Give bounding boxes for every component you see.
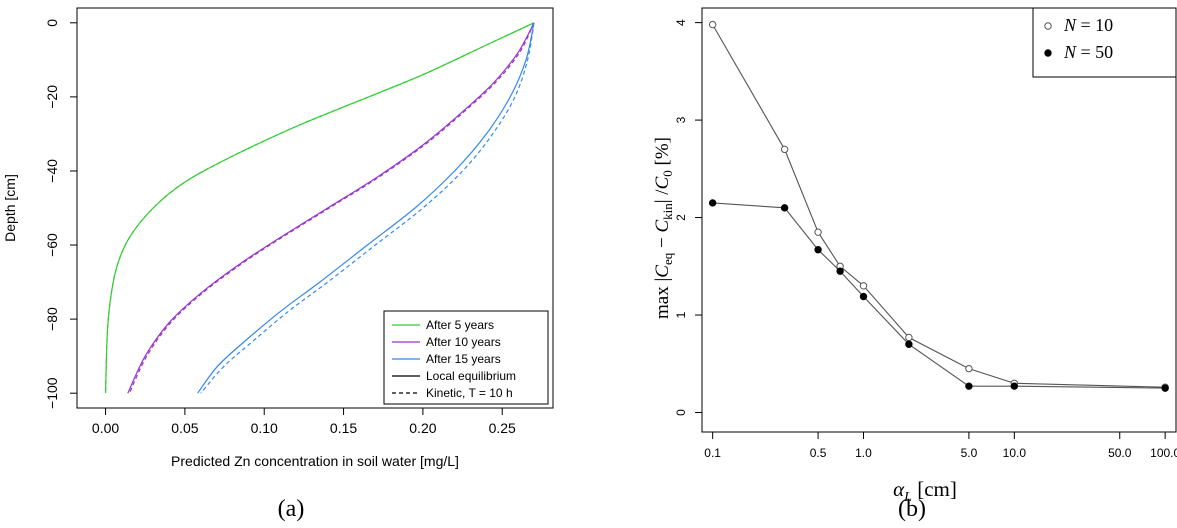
data-point-b-n50 xyxy=(859,292,868,301)
series-line-a-3-kinetic xyxy=(128,22,535,394)
data-point-b-n10 xyxy=(905,333,913,342)
y-label-max: max xyxy=(652,286,673,319)
y-axis-label-b: max |Ceq − Ckin| /C0 [%] xyxy=(652,137,675,319)
x-tick-label-a: 0.10 xyxy=(251,420,278,436)
x-tick-label-a: 0.20 xyxy=(409,420,436,436)
x-tick-label-b: 1.0 xyxy=(855,446,872,460)
legend-a: After 5 years After 10 years After 15 year… xyxy=(383,310,549,405)
x-tick-label-a: 0.25 xyxy=(489,420,516,436)
legend-marker-b xyxy=(1044,49,1052,57)
y-tick-label-b: 4 xyxy=(674,19,688,26)
data-point-b-n50 xyxy=(1010,382,1019,390)
legend-box-a xyxy=(383,310,549,405)
legend-label-a: Local equilibrium xyxy=(426,369,516,383)
x-tick-label-b: 10.0 xyxy=(1003,446,1027,460)
data-point-b-n50 xyxy=(965,382,973,390)
series-points-b xyxy=(708,20,1169,392)
series-line-a-2-equilibrium xyxy=(127,22,535,394)
data-point-b-n50 xyxy=(708,199,717,207)
legend-label-a: After 10 years xyxy=(426,335,501,349)
x-tick-label-a: 0.00 xyxy=(92,420,119,436)
y-tick-label-a: −80 xyxy=(44,307,60,331)
x-tick-label-b: 0.1 xyxy=(704,446,721,460)
data-point-b-n10 xyxy=(814,228,822,236)
series-line-b-n50 xyxy=(712,202,1166,389)
series-line-a-1-kinetic xyxy=(105,22,535,394)
legend-label-b: N = 10 xyxy=(1063,15,1113,35)
y-label-c1: C xyxy=(652,265,673,278)
x-label-alpha: α xyxy=(893,477,905,501)
x-tick-label-b: 100.0 xyxy=(1150,446,1177,460)
x-tick-label-b: 50.0 xyxy=(1108,446,1132,460)
legend-label-a: After 15 years xyxy=(426,352,501,366)
legend-label-var: N xyxy=(1063,15,1077,35)
chart-a: 0.00 0.05 0.10 0.15 0.20 0.25 0 −20 −40 −60 −80 −1… xyxy=(2,7,554,522)
x-tick-label-a: 0.05 xyxy=(171,420,198,436)
y-tick-label-b: 1 xyxy=(674,311,688,318)
legend-box-b xyxy=(1032,7,1177,78)
x-tick-label-a: 0.15 xyxy=(330,420,357,436)
plot-frame-a xyxy=(76,7,554,409)
data-point-b-n50 xyxy=(1161,384,1169,392)
legend-b: N = 10N = 50 xyxy=(1032,7,1177,78)
x-axis-label-b: αL [cm] xyxy=(893,477,957,505)
y-tick-label-b: 0 xyxy=(674,409,688,416)
y-label-s2: kin xyxy=(660,203,675,220)
legend-label-a: After 5 years xyxy=(426,318,494,332)
x-tick-label-b: 5.0 xyxy=(961,446,978,460)
y-label-c3: C xyxy=(652,176,673,189)
y-tick-label-a: −60 xyxy=(44,233,60,257)
y-axis-label-a: Depth [cm] xyxy=(2,174,18,242)
y-label-unit: [%] xyxy=(652,137,673,170)
data-point-b-n50 xyxy=(814,246,822,254)
y-label-c2: C xyxy=(652,220,673,233)
x-label-sub: L xyxy=(903,490,912,505)
y-tick-label-b: 3 xyxy=(674,116,688,123)
series-line-a-4-equilibrium xyxy=(197,22,535,394)
y-axis-b: 0 1 2 3 4 xyxy=(674,19,702,416)
panel-label-a: (a) xyxy=(278,496,305,522)
data-point-b-n50 xyxy=(836,267,844,275)
y-tick-label-a: −100 xyxy=(44,377,60,409)
data-point-b-n10 xyxy=(780,145,789,154)
legend-label-value: = 10 xyxy=(1076,15,1113,35)
x-axis-a: 0.00 0.05 0.10 0.15 0.20 0.25 xyxy=(92,408,516,436)
y-label-s3: 0 xyxy=(660,170,675,177)
x-axis-b: 0.1 0.5 1.0 5.0 10.0 50.0 100.0 xyxy=(704,432,1177,460)
legend-label-b: N = 50 xyxy=(1063,42,1113,62)
y-tick-label-a: −20 xyxy=(44,85,60,109)
series-lines-b xyxy=(712,24,1166,389)
legend-label-value: = 50 xyxy=(1076,42,1113,62)
x-label-unit: [cm] xyxy=(912,477,957,501)
data-point-b-n50 xyxy=(905,340,913,348)
y-tick-label-a: 0 xyxy=(44,19,60,27)
data-point-b-n50 xyxy=(780,204,789,212)
y-label-slash: / xyxy=(652,189,673,200)
data-point-b-n10 xyxy=(708,20,717,29)
series-line-a-5-kinetic xyxy=(200,22,535,394)
x-tick-label-b: 0.5 xyxy=(810,446,827,460)
plot-frame-b xyxy=(701,7,1177,433)
series-lines-a xyxy=(105,22,535,394)
legend-marker-b xyxy=(1044,22,1052,30)
legend-label-a: Kinetic, T = 10 h xyxy=(426,386,513,400)
series-line-b-n10 xyxy=(712,24,1166,388)
y-tick-label-b: 2 xyxy=(674,214,688,221)
svg-text:max |Ceq − Ckin| /C0 [%]: max |Ceq − Ckin| /C0 [%] xyxy=(652,137,675,319)
y-axis-a: 0 −20 −40 −60 −80 −100 xyxy=(44,19,77,409)
panel-label-b: (b) xyxy=(898,496,926,522)
y-label-minus: − xyxy=(652,233,673,253)
y-label-s1: eq xyxy=(660,252,675,265)
y-tick-label-a: −40 xyxy=(44,159,60,183)
data-point-b-n10 xyxy=(859,282,868,290)
legend-label-var: N xyxy=(1063,42,1077,62)
data-point-b-n10 xyxy=(965,364,973,373)
x-axis-label-a: Predicted Zn concentration in soil water… xyxy=(171,453,459,469)
